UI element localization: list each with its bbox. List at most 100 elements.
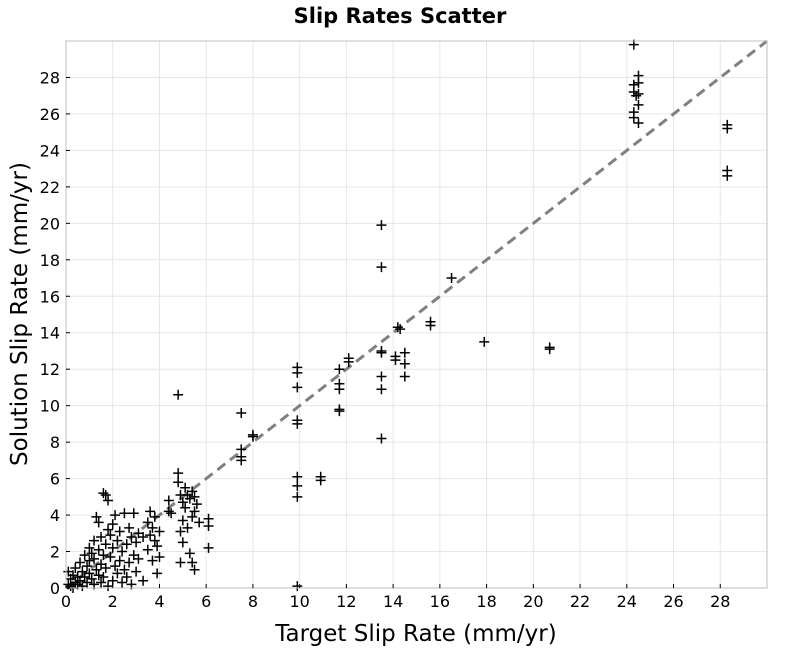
y-tick-label: 16 xyxy=(40,287,60,306)
data-point xyxy=(180,502,191,513)
y-tick-label: 14 xyxy=(40,324,60,343)
data-point xyxy=(86,573,97,584)
data-point xyxy=(292,418,303,429)
data-point xyxy=(376,433,387,444)
data-point xyxy=(154,552,165,563)
y-tick-label: 10 xyxy=(40,397,60,416)
data-point xyxy=(119,508,130,519)
data-point xyxy=(633,99,644,110)
data-point xyxy=(376,220,387,231)
x-tick-label: 10 xyxy=(289,592,309,611)
data-point xyxy=(177,497,188,508)
x-tick-label: 18 xyxy=(476,592,496,611)
data-point xyxy=(100,539,111,550)
data-point xyxy=(392,322,403,333)
data-point xyxy=(147,555,158,566)
x-tick-label: 16 xyxy=(430,592,450,611)
data-point xyxy=(376,371,387,382)
data-point xyxy=(100,562,111,573)
data-point xyxy=(145,530,156,541)
x-tick-label: 20 xyxy=(523,592,543,611)
data-point xyxy=(184,548,195,559)
data-point xyxy=(722,123,733,134)
data-point xyxy=(334,406,345,417)
data-point xyxy=(425,320,436,331)
data-point xyxy=(187,557,198,568)
data-point xyxy=(187,511,198,522)
data-point xyxy=(163,495,174,506)
data-point xyxy=(121,539,132,550)
data-point xyxy=(96,531,107,542)
data-point xyxy=(399,371,410,382)
data-point xyxy=(114,526,125,537)
data-point xyxy=(103,495,114,506)
data-point xyxy=(175,557,186,568)
data-point xyxy=(203,542,214,553)
data-point xyxy=(292,367,303,378)
data-point xyxy=(191,499,202,510)
data-point xyxy=(334,384,345,395)
data-point xyxy=(89,535,100,546)
data-point xyxy=(166,508,177,519)
y-axis-title: Solution Slip Rate (mm/yr) xyxy=(7,162,33,466)
data-point xyxy=(376,384,387,395)
data-point xyxy=(138,575,149,586)
data-point xyxy=(93,544,104,555)
data-point xyxy=(142,517,153,528)
data-point xyxy=(138,531,149,542)
data-point xyxy=(89,553,100,564)
data-point xyxy=(189,564,200,575)
data-point xyxy=(70,562,81,573)
x-tick-label: 6 xyxy=(201,592,211,611)
data-point xyxy=(119,564,130,575)
data-point xyxy=(315,475,326,486)
data-point xyxy=(110,510,121,521)
data-point xyxy=(149,511,160,522)
y-tick-label: 8 xyxy=(50,433,60,452)
data-point xyxy=(292,491,303,502)
data-point xyxy=(173,468,184,479)
data-point xyxy=(292,480,303,491)
data-point xyxy=(142,544,153,555)
x-axis-title: Target Slip Rate (mm/yr) xyxy=(274,621,556,647)
data-point xyxy=(79,550,90,561)
data-point xyxy=(399,358,410,369)
data-point xyxy=(163,506,174,517)
data-point xyxy=(292,581,303,592)
y-tick-label: 6 xyxy=(50,470,60,489)
data-point xyxy=(145,506,156,517)
data-point xyxy=(124,522,135,533)
data-point xyxy=(180,482,191,493)
data-point xyxy=(75,557,86,568)
data-point xyxy=(177,537,188,548)
x-tick-label: 4 xyxy=(154,592,164,611)
data-point xyxy=(182,522,193,533)
data-point xyxy=(334,364,345,375)
data-point xyxy=(107,542,118,553)
y-tick-label: 26 xyxy=(40,105,60,124)
data-point xyxy=(98,572,109,583)
data-point xyxy=(152,541,163,552)
data-point xyxy=(633,77,644,88)
y-tick-label: 22 xyxy=(40,178,60,197)
y-tick-label: 4 xyxy=(50,506,60,525)
plot-area-frame xyxy=(65,40,768,589)
data-point xyxy=(194,517,205,528)
data-point xyxy=(175,526,186,537)
data-point xyxy=(96,577,107,588)
data-point xyxy=(147,522,158,533)
data-point xyxy=(77,566,88,577)
data-point xyxy=(395,324,406,335)
grid-lines xyxy=(65,41,767,589)
data-point xyxy=(124,557,135,568)
reference-line-layer xyxy=(65,39,768,590)
data-point xyxy=(91,564,102,575)
data-point xyxy=(68,570,79,581)
data-point xyxy=(247,431,258,442)
data-point xyxy=(133,553,144,564)
data-point xyxy=(131,537,142,548)
data-point xyxy=(93,517,104,528)
